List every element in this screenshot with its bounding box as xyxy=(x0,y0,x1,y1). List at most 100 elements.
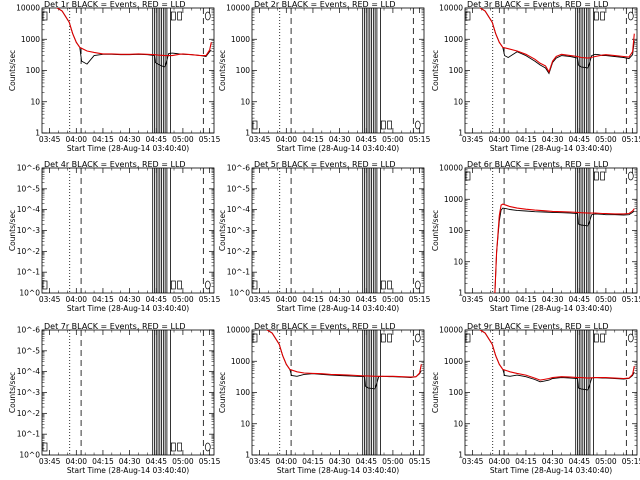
x-axis-label: Start Time (28-Aug-14 03:40:40) xyxy=(67,466,189,475)
x-tick-label: 05:00 xyxy=(172,135,194,144)
saa-flag-box xyxy=(387,120,392,130)
x-tick-label: 04:00 xyxy=(65,457,87,466)
panel-det-5r: Det 5r BLACK = Events, RED = LLD 10^0 10^-… xyxy=(218,160,431,313)
y-tick-label: 10^-1 xyxy=(227,268,251,277)
x-tick-label: 04:00 xyxy=(488,457,510,466)
y-tick-label: 10^-2 xyxy=(17,247,41,256)
end-flag-marker xyxy=(627,171,634,181)
x-tick-label: 04:15 xyxy=(302,457,324,466)
saa-flag-box xyxy=(600,171,605,181)
y-axis-label: Counts/sec xyxy=(431,372,440,413)
panel-title: Det 1r BLACK = Events, RED = LLD xyxy=(44,0,186,9)
panel-det-6r: Det 6r BLACK = Events, RED = LLD 1 10 100 10… xyxy=(431,160,640,313)
x-tick-label: 04:15 xyxy=(92,135,114,144)
x-axis-label: Start Time (28-Aug-14 03:40:40) xyxy=(490,144,612,153)
saa-flag-box xyxy=(177,11,182,21)
series-lld xyxy=(56,8,212,57)
x-tick-label: 03:45 xyxy=(39,295,61,304)
y-tick-label: 10^0 xyxy=(19,289,40,298)
series-events xyxy=(479,8,635,75)
y-tick-label: 1000 xyxy=(231,357,250,366)
y-tick-label: 1 xyxy=(35,129,40,138)
y-tick-label: 10^-5 xyxy=(227,184,251,193)
y-tick-label: 10^-3 xyxy=(17,226,41,235)
x-tick-label: 03:45 xyxy=(249,135,271,144)
x-tick-label: 04:45 xyxy=(568,457,590,466)
y-tick-label: 100 xyxy=(236,388,251,397)
panel-det-2r: Det 2r BLACK = Events, RED = LLD 1 10 100 10… xyxy=(218,0,431,153)
x-tick-label: 04:15 xyxy=(92,295,114,304)
start-flag-box xyxy=(42,280,48,290)
x-tick-label: 04:45 xyxy=(145,295,167,304)
panel-title: Det 4r BLACK = Events, RED = LLD xyxy=(44,160,186,169)
start-flag-box xyxy=(252,280,258,290)
y-tick-label: 10^-4 xyxy=(17,205,41,214)
panel-title: Det 6r BLACK = Events, RED = LLD xyxy=(467,160,609,169)
x-tick-label: 05:15 xyxy=(199,135,221,144)
y-axis-label: Counts/sec xyxy=(8,50,17,91)
panel-det-9r: Det 9r BLACK = Events, RED = LLD 1 10 100 10… xyxy=(431,322,640,475)
end-flag-marker xyxy=(414,120,421,130)
x-tick-label: 04:30 xyxy=(119,135,141,144)
marker-lines xyxy=(279,168,414,293)
x-tick-label: 04:45 xyxy=(145,135,167,144)
saa-flag-box xyxy=(177,280,182,290)
y-tick-label: 100 xyxy=(449,388,464,397)
panel-title: Det 2r BLACK = Events, RED = LLD xyxy=(254,0,396,9)
panel-det-4r: Det 4r BLACK = Events, RED = LLD 10^0 10^-… xyxy=(8,160,221,313)
y-tick-label: 10 xyxy=(240,97,250,106)
saa-flag-box xyxy=(600,333,605,343)
y-tick-label: 100 xyxy=(236,66,251,75)
end-flag-marker xyxy=(627,11,634,21)
x-tick-label: 05:00 xyxy=(382,457,404,466)
panel-det-8r: Det 8r BLACK = Events, RED = LLD 1 10 100 10… xyxy=(218,322,431,475)
y-tick-label: 10 xyxy=(453,97,463,106)
y-tick-label: 1000 xyxy=(444,357,463,366)
x-tick-label: 04:30 xyxy=(329,295,351,304)
panel-title: Det 5r BLACK = Events, RED = LLD xyxy=(254,160,396,169)
x-tick-label: 04:45 xyxy=(355,457,377,466)
y-tick-label: 10^-4 xyxy=(227,205,251,214)
x-tick-label: 05:00 xyxy=(595,135,617,144)
x-tick-label: 05:15 xyxy=(409,135,431,144)
end-flag-marker xyxy=(204,280,211,290)
end-flag-marker xyxy=(414,333,421,343)
x-tick-label: 05:15 xyxy=(622,135,640,144)
y-tick-label: 10 xyxy=(240,419,250,428)
panel-title: Det 8r BLACK = Events, RED = LLD xyxy=(254,322,396,331)
x-tick-label: 04:30 xyxy=(119,295,141,304)
series-lld xyxy=(494,203,635,293)
y-tick-label: 10^-3 xyxy=(227,226,251,235)
series-lld xyxy=(479,8,635,74)
y-tick-label: 10000 xyxy=(439,326,463,335)
x-tick-label: 05:15 xyxy=(199,295,221,304)
x-tick-label: 04:15 xyxy=(92,457,114,466)
series-lld xyxy=(479,330,635,381)
start-flag-box xyxy=(42,442,48,452)
x-tick-label: 03:45 xyxy=(249,295,271,304)
x-tick-label: 03:45 xyxy=(249,457,271,466)
saa-flag-box xyxy=(177,442,182,452)
y-axis-label: Counts/sec xyxy=(218,50,227,91)
end-flag-marker xyxy=(204,11,211,21)
saa-flag-box xyxy=(381,333,386,343)
y-tick-label: 10^-1 xyxy=(17,430,41,439)
y-axis-label: Counts/sec xyxy=(8,210,17,251)
y-tick-label: 10000 xyxy=(226,4,250,13)
x-tick-label: 05:15 xyxy=(622,457,640,466)
x-tick-label: 04:45 xyxy=(568,135,590,144)
x-tick-label: 04:45 xyxy=(355,295,377,304)
start-flag-box xyxy=(465,171,471,181)
x-tick-label: 04:00 xyxy=(275,295,297,304)
x-tick-label: 03:45 xyxy=(39,135,61,144)
series-events xyxy=(56,8,212,68)
x-axis-label: Start Time (28-Aug-14 03:40:40) xyxy=(277,304,399,313)
x-tick-label: 03:45 xyxy=(39,457,61,466)
plot-frame xyxy=(41,329,215,456)
x-tick-label: 04:00 xyxy=(488,135,510,144)
series-lld xyxy=(266,330,422,378)
x-tick-label: 04:30 xyxy=(542,135,564,144)
x-tick-label: 04:00 xyxy=(65,295,87,304)
y-tick-label: 10000 xyxy=(16,4,40,13)
